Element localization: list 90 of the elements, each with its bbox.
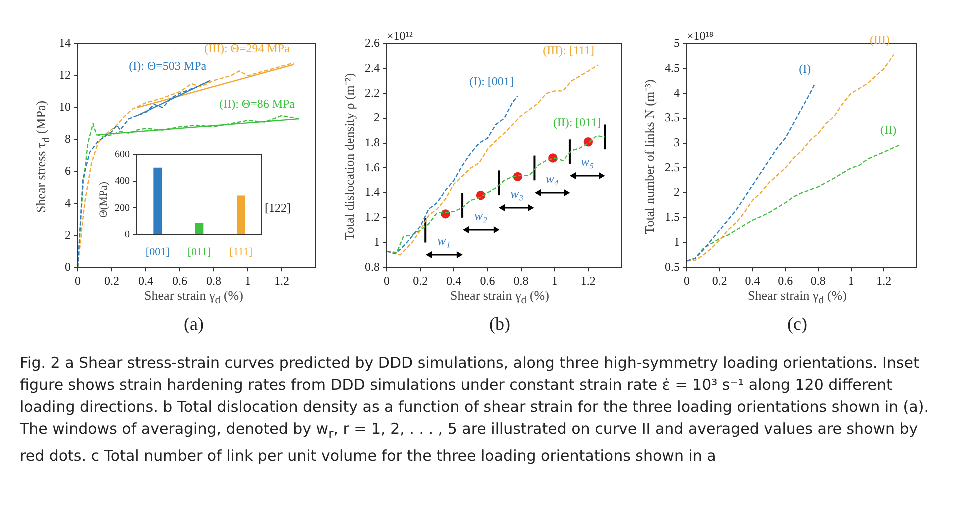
line-series	[687, 54, 895, 262]
series-label: (III): [111]	[543, 43, 594, 58]
caption: Fig. 2 a Shear stress-strain curves predicted by DDD simulations, along three high-symmetry loading orientations. Inset figure shows strain hardening rates from DDD simulations under constant strain rate ε̇ = 10³ s⁻¹ along 120 different loading directions. b Total dislocation density as a function of shear strain for the three loading orientations shown in (a). The windows of averaging, denoted by w$_{r}$, r = 1, 2, . . . , 5 are illustrated on curve II and averaged values are shown by red dots. c Total number of link per unit volume for the three loading orientations shown in a	[20, 353, 930, 467]
text: ×10¹²	[387, 29, 414, 44]
y-axis-title: Θ(MPa)	[98, 182, 110, 218]
line-series	[387, 64, 600, 256]
x-tick-label: 1.2	[876, 274, 892, 288]
x-axis-title: Shear strain γ$_{d}$ (%)	[747, 288, 848, 307]
x-tick-label: 0.2	[104, 274, 120, 288]
annotation: w₃	[509, 186, 525, 202]
y-tick-label: 0.5	[665, 260, 680, 274]
y-tick-label: 4.5	[665, 61, 680, 75]
y-tick-label: 14	[59, 36, 71, 50]
y-tick-label: 1.2	[365, 210, 380, 224]
text: (a)	[183, 314, 205, 335]
annotation: w₂	[473, 208, 489, 224]
x-tick-label: 0.6	[480, 274, 496, 288]
y-tick-label: 600	[115, 150, 130, 161]
bar	[195, 223, 204, 234]
x-tick-label: [001]	[146, 246, 170, 258]
series-label: (II): [011]	[553, 115, 602, 130]
y-tick-label: 1	[674, 234, 680, 249]
text: ×10¹⁸	[687, 29, 714, 44]
x-axis-title: Shear strain γ$_{d}$ (%)	[450, 288, 550, 307]
y-tick-label: 2.2	[365, 86, 380, 100]
x-tick-label: 0.8	[514, 274, 529, 288]
y-tick-label: 0	[65, 260, 71, 274]
series-label: (III): Θ=294 MPa	[204, 41, 291, 56]
x-tick-label: 1	[245, 274, 251, 288]
y-tick-label: 6	[65, 164, 71, 178]
annotation: [122]	[265, 201, 291, 216]
annotation: w₄	[544, 170, 560, 187]
series-label: (I): [001]	[470, 74, 514, 88]
line-series	[387, 135, 606, 254]
y-tick-label: 4	[65, 196, 71, 210]
x-tick-label: 0.4	[138, 274, 154, 288]
series-label: (II): Θ=86 MPa	[220, 97, 296, 112]
x-tick-label: 0	[384, 274, 390, 288]
x-tick-label: 1.2	[274, 274, 290, 288]
y-tick-label: 10	[59, 100, 71, 114]
y-tick-label: 2	[374, 110, 380, 125]
y-axis-title: Total number of links N (m⁻³)	[641, 80, 658, 234]
bar	[237, 196, 246, 234]
x-tick-label: 0.2	[712, 274, 728, 288]
x-tick-label: 1	[848, 274, 854, 288]
y-tick-label: 3	[674, 136, 680, 150]
x-tick-label: 0.4	[446, 274, 462, 288]
x-tick-label: 0.4	[745, 274, 760, 288]
line-series	[687, 83, 816, 262]
y-tick-label: 2.6	[365, 36, 380, 50]
x-tick-label: 0.6	[778, 274, 794, 288]
x-tick-label: 1.2	[580, 274, 596, 288]
y-axis-title: Total dislocation density ρ (m⁻²)	[341, 73, 358, 241]
y-tick-label: 0	[125, 229, 130, 240]
y-tick-label: 1	[374, 234, 380, 249]
y-tick-label: 200	[115, 202, 130, 214]
y-tick-label: 1.4	[365, 185, 380, 200]
x-tick-label: 1	[552, 274, 558, 288]
y-tick-label: 1.8	[365, 136, 380, 150]
x-tick-label: 0.2	[413, 274, 428, 288]
series-label: (III)	[870, 33, 890, 48]
bar	[154, 168, 162, 234]
y-tick-label: 3.5	[665, 110, 680, 125]
y-tick-label: 4	[674, 86, 680, 100]
y-tick-label: 1.5	[665, 210, 680, 224]
y-tick-label: 1.6	[365, 160, 380, 174]
text: (b)	[488, 314, 512, 335]
text: (c)	[786, 314, 808, 335]
y-tick-label: 5	[674, 36, 680, 50]
x-tick-label: 0	[75, 274, 81, 288]
y-tick-label: 2.5	[665, 160, 680, 174]
y-tick-label: 8	[65, 132, 71, 146]
x-tick-label: 0.6	[172, 274, 188, 288]
y-tick-label: 2	[65, 228, 71, 242]
y-tick-label: 2	[674, 185, 680, 200]
y-tick-label: 2.4	[365, 61, 380, 75]
series-label: (II)	[880, 123, 897, 138]
y-tick-label: 0.8	[365, 260, 380, 274]
series-label: (I): Θ=503 MPa	[129, 58, 208, 73]
x-tick-label: [011]	[188, 246, 212, 258]
x-axis-title: Shear strain γ$_{d}$ (%)	[144, 288, 244, 307]
annotation: w₁	[436, 232, 452, 249]
y-tick-label: 12	[59, 68, 71, 82]
x-tick-label: 0.8	[810, 274, 826, 288]
series-label: (I)	[799, 62, 812, 76]
y-tick-label: 400	[115, 176, 130, 188]
x-tick-label: 0	[684, 274, 690, 288]
x-tick-label: 0.8	[206, 274, 222, 288]
annotation: w₅	[580, 154, 596, 170]
x-tick-label: [111]	[230, 246, 253, 258]
